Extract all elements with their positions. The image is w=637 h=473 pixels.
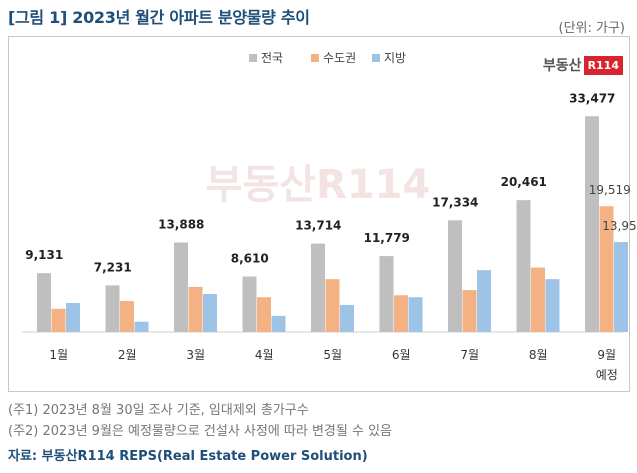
bar-0-5 xyxy=(379,256,394,332)
bar-2-7 xyxy=(545,279,560,332)
data-label-nation-8: 33,477 xyxy=(569,91,615,105)
category-label-0: 1월 xyxy=(49,348,68,362)
data-label-nation-0: 9,131 xyxy=(25,248,63,262)
chart-title: [그림 1] 2023년 월간 아파트 분양물량 추이 xyxy=(8,8,310,27)
data-label-capital-last: 19,519 xyxy=(589,183,631,197)
data-label-nation-4: 13,714 xyxy=(295,219,341,233)
legend-label-1: 수도권 xyxy=(323,51,356,65)
unit-label: (단위: 가구) xyxy=(558,21,626,36)
bar-1-4 xyxy=(325,279,340,332)
data-label-nation-2: 13,888 xyxy=(158,217,204,231)
category-label-2: 3월 xyxy=(186,348,205,362)
bar-1-3 xyxy=(257,297,271,332)
data-label-nation-1: 7,231 xyxy=(94,260,132,274)
bar-2-4 xyxy=(340,304,354,332)
bar-2-8 xyxy=(614,242,628,332)
category-label-7: 8월 xyxy=(529,348,548,362)
legend-swatch-0 xyxy=(249,54,257,62)
bar-1-8 xyxy=(599,206,614,332)
category-label-5: 6월 xyxy=(392,348,411,362)
bar-0-1 xyxy=(105,285,120,332)
bar-1-1 xyxy=(120,301,134,332)
bar-0-0 xyxy=(37,273,51,332)
bar-0-6 xyxy=(448,220,462,332)
bar-0-2 xyxy=(174,242,188,332)
bar-chart: 부동산R114 전국 수도권 지방 9,131 1월 7,231 2월 13,888 3월 8,61… xyxy=(22,51,637,382)
footnote-1: (주1) 2023년 8월 30일 조사 기준, 임대제외 총가구수 xyxy=(8,403,309,418)
category-label-8: 9월 xyxy=(597,348,616,362)
data-label-nation-5: 11,779 xyxy=(364,231,410,245)
logo-text: 부동산 xyxy=(542,58,582,74)
category-label-3: 4월 xyxy=(255,348,274,362)
bar-1-6 xyxy=(462,290,477,332)
bar-1-7 xyxy=(531,267,545,332)
watermark-text: 부동산R114 xyxy=(206,162,431,208)
legend-label-2: 지방 xyxy=(384,51,406,65)
bar-2-6 xyxy=(477,270,491,332)
logo: 부동산 R114 xyxy=(543,55,623,75)
bar-1-0 xyxy=(51,308,66,332)
bar-2-0 xyxy=(66,303,80,332)
legend-swatch-1 xyxy=(311,54,319,62)
category-label-1: 2월 xyxy=(118,348,137,362)
legend-swatch-2 xyxy=(372,54,380,62)
source-text: 자료: 부동산R114 REPS(Real Estate Power Solut… xyxy=(8,449,368,464)
bar-1-2 xyxy=(188,286,203,332)
bar-0-4 xyxy=(311,243,325,332)
bar-0-7 xyxy=(516,200,531,332)
bar-0-8 xyxy=(585,116,599,332)
footnotes: (주1) 2023년 8월 30일 조사 기준, 임대제외 총가구수 (주2) … xyxy=(8,400,392,442)
category-label-4: 5월 xyxy=(323,348,342,362)
legend-label-0: 전국 xyxy=(261,51,283,65)
bar-2-2 xyxy=(203,293,217,332)
data-label-nation-3: 8,610 xyxy=(231,252,269,266)
data-label-regions-last: 13,958 xyxy=(602,219,637,233)
bar-2-5 xyxy=(408,297,423,332)
category-label-8-line2: 예정 xyxy=(596,368,618,382)
footnote-2: (주2) 2023년 9월은 예정물량으로 건설사 사정에 따라 변경될 수 있… xyxy=(8,424,393,439)
bar-0-3 xyxy=(242,276,257,332)
logo-mark: R114 xyxy=(583,55,623,75)
bar-2-1 xyxy=(134,321,149,332)
bar-2-3 xyxy=(271,315,286,332)
data-label-nation-7: 20,461 xyxy=(501,175,547,189)
data-label-nation-6: 17,334 xyxy=(432,195,478,209)
bar-1-5 xyxy=(394,295,408,332)
category-label-6: 7월 xyxy=(460,348,479,362)
